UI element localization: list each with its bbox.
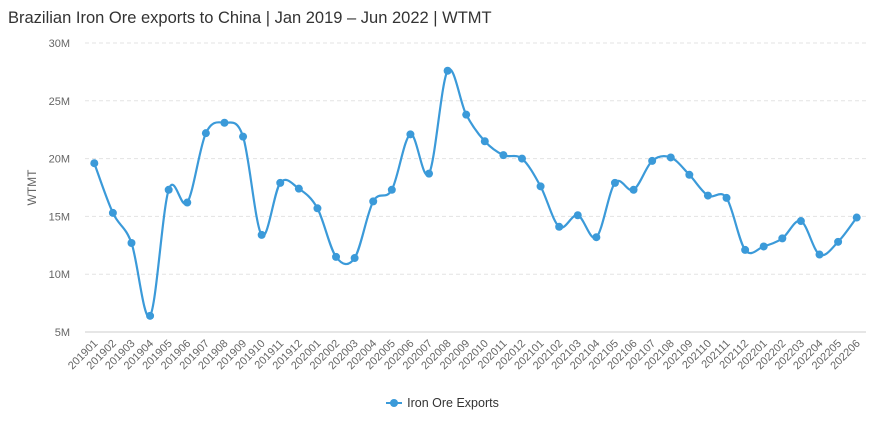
data-point[interactable]: [517, 154, 526, 163]
data-point[interactable]: [127, 238, 136, 247]
data-point[interactable]: [294, 184, 303, 193]
data-point[interactable]: [183, 198, 192, 207]
data-point[interactable]: [685, 170, 694, 179]
data-point[interactable]: [741, 245, 750, 254]
legend-label: Iron Ore Exports: [407, 396, 499, 410]
data-point[interactable]: [239, 132, 248, 141]
data-point[interactable]: [146, 311, 155, 320]
series-line-iron-ore-exports: [93, 68, 858, 318]
data-point[interactable]: [480, 137, 489, 146]
data-point[interactable]: [778, 234, 787, 243]
data-point[interactable]: [387, 185, 396, 194]
data-point[interactable]: [257, 230, 266, 239]
data-point[interactable]: [722, 193, 731, 202]
y-tick-label: 10M: [49, 269, 70, 281]
data-point[interactable]: [592, 233, 601, 242]
data-point[interactable]: [703, 191, 712, 200]
data-point[interactable]: [164, 185, 173, 194]
y-tick-label: 30M: [49, 38, 70, 50]
data-point[interactable]: [759, 242, 768, 251]
data-point[interactable]: [201, 129, 210, 138]
data-point[interactable]: [573, 211, 582, 220]
data-point[interactable]: [499, 151, 508, 160]
data-point[interactable]: [555, 222, 564, 231]
y-tick-label: 25M: [49, 96, 70, 108]
data-point[interactable]: [108, 208, 117, 217]
data-point[interactable]: [443, 66, 452, 75]
data-point[interactable]: [276, 178, 285, 187]
data-point[interactable]: [425, 169, 434, 178]
data-point[interactable]: [629, 185, 638, 194]
data-point[interactable]: [648, 156, 657, 165]
data-point[interactable]: [834, 237, 843, 246]
y-tick-label: 20M: [49, 154, 70, 166]
data-point[interactable]: [332, 252, 341, 261]
data-point[interactable]: [610, 178, 619, 187]
x-axis-ticks: 2019012019022019032019042019052019062019…: [66, 338, 863, 372]
data-point[interactable]: [815, 250, 824, 259]
data-point[interactable]: [313, 204, 322, 213]
y-axis-ticks: 5M 10M 15M 20M 25M 30M: [49, 38, 70, 339]
gridlines: [85, 42, 866, 333]
chart-title: Brazilian Iron Ore exports to China | Ja…: [8, 9, 492, 27]
data-point[interactable]: [90, 159, 99, 168]
data-point[interactable]: [666, 153, 675, 162]
y-tick-label: 15M: [49, 211, 70, 223]
data-point[interactable]: [220, 118, 229, 127]
legend-marker-icon: [386, 398, 403, 408]
data-point[interactable]: [536, 182, 545, 191]
data-point[interactable]: [369, 197, 378, 206]
data-point[interactable]: [350, 254, 359, 263]
y-axis-title: WTMT: [25, 169, 39, 206]
data-point[interactable]: [462, 110, 471, 119]
data-point[interactable]: [796, 217, 805, 226]
y-tick-label: 5M: [55, 327, 70, 339]
series-points: [90, 66, 861, 320]
data-point[interactable]: [852, 213, 861, 222]
data-point[interactable]: [406, 130, 415, 139]
legend[interactable]: Iron Ore Exports: [0, 396, 885, 410]
